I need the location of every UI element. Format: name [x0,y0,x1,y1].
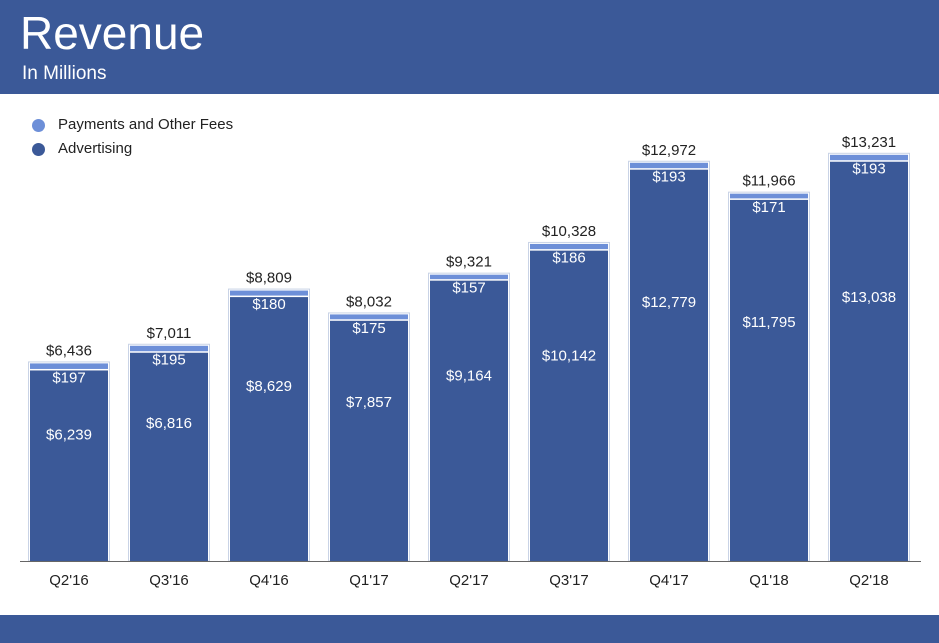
payments-value-label: $186 [552,250,585,267]
bar-advertising [130,351,208,561]
x-tick-label: Q2'18 [849,572,889,589]
bar-advertising [630,168,708,561]
legend-marker-advertising [32,143,45,156]
advertising-value-label: $9,164 [446,367,492,384]
total-value-label: $8,032 [346,293,392,310]
bar-payments [530,243,608,250]
bar-payments [730,193,808,199]
bar-advertising [230,296,308,561]
legend-marker-payments [32,119,45,132]
bar-payments [630,162,708,169]
page-title: Revenue [20,7,205,59]
footer-bar [0,615,939,643]
header-banner: Revenue In Millions [0,0,939,94]
bar-divider [130,351,208,353]
x-tick-label: Q4'16 [249,572,289,589]
revenue-bar-chart: $6,436 $197 $6,239 Q2'16 $7,011 $195 $6,816 Q3'… [20,134,921,589]
bar-divider [630,168,708,170]
bar-payments [230,290,308,297]
total-value-label: $9,321 [446,254,492,271]
bar-divider [330,319,408,321]
bar-payments [830,154,908,161]
total-value-label: $11,966 [742,173,795,190]
bar-divider [430,279,508,281]
payments-value-label: $195 [152,352,185,369]
total-value-label: $7,011 [147,325,192,342]
x-tick-label: Q2'16 [49,572,89,589]
bar-advertising [730,198,808,561]
advertising-value-label: $13,038 [842,289,896,306]
total-value-label: $10,328 [542,223,596,240]
x-tick-label: Q4'17 [649,572,689,589]
payments-value-label: $175 [352,320,385,337]
bar-divider [530,249,608,251]
x-tick-label: Q1'17 [349,572,389,589]
advertising-value-label: $7,857 [346,394,392,411]
payments-value-label: $197 [52,369,85,386]
payments-value-label: $193 [652,169,685,186]
bar-divider [230,295,308,298]
bar-divider [730,198,808,200]
payments-value-label: $180 [252,296,285,313]
advertising-value-label: $10,142 [542,348,596,365]
x-tick-label: Q1'18 [749,572,789,589]
payments-value-label: $171 [752,199,785,216]
bar-advertising [430,279,508,561]
x-tick-label: Q3'16 [149,572,189,589]
x-tick-label: Q3'17 [549,572,589,589]
page-subtitle: In Millions [22,63,107,84]
legend-label-payments: Payments and Other Fees [58,116,234,133]
advertising-value-label: $12,779 [642,294,696,311]
total-value-label: $6,436 [46,342,92,359]
advertising-value-label: $6,816 [146,415,192,432]
bar-advertising [830,160,908,561]
payments-value-label: $193 [852,161,885,178]
bar-payments [330,314,408,320]
total-value-label: $12,972 [642,142,696,159]
x-tick-label: Q2'17 [449,572,489,589]
bar-advertising [530,249,608,561]
bar-payments [430,274,508,280]
bar-advertising [330,319,408,561]
bar-payments [130,345,208,352]
bar-divider [830,160,908,162]
bar-payments [30,363,108,370]
total-value-label: $8,809 [246,270,292,287]
bar-divider [30,368,108,371]
advertising-value-label: $8,629 [246,378,292,395]
bar-advertising [30,369,108,561]
advertising-value-label: $6,239 [46,427,92,444]
total-value-label: $13,231 [842,134,896,151]
payments-value-label: $157 [452,280,485,297]
advertising-value-label: $11,795 [742,314,795,331]
legend-label-advertising: Advertising [58,140,133,157]
